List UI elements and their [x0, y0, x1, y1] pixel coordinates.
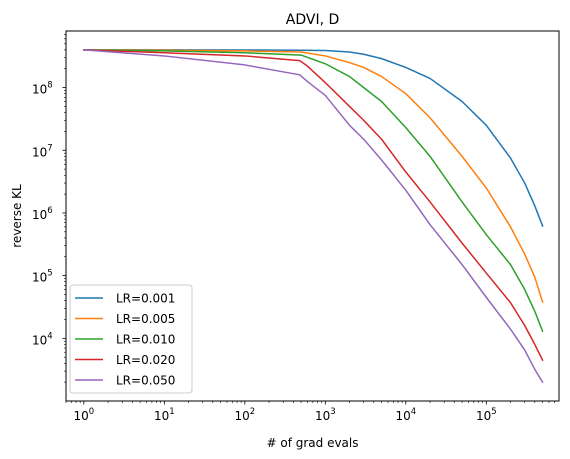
- legend-label-2: LR=0.010: [116, 333, 175, 347]
- chart-title: ADVI, D: [286, 12, 340, 28]
- y-tick-label: 104: [32, 331, 53, 347]
- y-tick-label: 108: [32, 81, 53, 97]
- y-tick-label: 105: [32, 269, 53, 285]
- legend-label-1: LR=0.005: [116, 312, 175, 326]
- ticks-layer: 100 101 102 103 104 105 104 105 106 107 108: [32, 34, 555, 423]
- legend: LR=0.001 LR=0.005 LR=0.010 LR=0.020 LR=0.050: [69, 284, 193, 394]
- x-tick-label: 101: [154, 407, 175, 423]
- legend-label-3: LR=0.020: [116, 353, 175, 367]
- y-tick-label: 106: [32, 206, 53, 222]
- series-line-2: [83, 49, 544, 333]
- y-tick-label: 107: [32, 143, 53, 159]
- series-line-1: [83, 49, 544, 303]
- plot-frame: [65, 30, 560, 402]
- x-tick-label: 102: [234, 407, 255, 423]
- legend-box: [69, 284, 193, 394]
- legend-label-4: LR=0.050: [116, 374, 175, 388]
- x-tick-label: 100: [74, 407, 95, 423]
- legend-label-0: LR=0.001: [116, 292, 175, 306]
- x-tick-label: 105: [476, 407, 497, 423]
- series-line-0: [83, 49, 544, 227]
- y-axis-label: reverse KL: [10, 184, 24, 248]
- x-tick-label: 103: [315, 407, 336, 423]
- x-tick-label: 104: [395, 407, 416, 423]
- x-axis-label: # of grad evals: [266, 436, 358, 450]
- series-layer: [83, 49, 544, 384]
- series-line-3: [83, 49, 544, 362]
- series-line-4: [83, 49, 544, 384]
